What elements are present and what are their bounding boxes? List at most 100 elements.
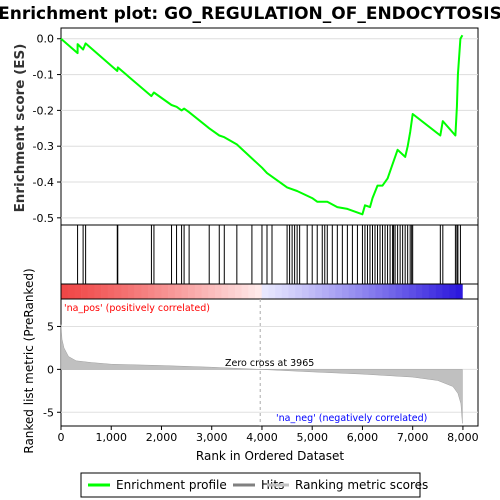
color-bar-segment	[281, 284, 289, 299]
color-bar-segment	[308, 284, 316, 299]
color-bar-segment	[275, 284, 283, 299]
color-bar-segment	[288, 284, 296, 299]
enrichment-grid	[61, 38, 478, 219]
color-bar-segment	[121, 284, 129, 299]
chart-title: Enrichment plot: GO_REGULATION_OF_ENDOCY…	[0, 4, 500, 24]
enrichment-y-tick-label: -0.1	[33, 69, 54, 82]
color-bar-segment	[61, 284, 68, 299]
color-bar-segment	[362, 284, 370, 299]
color-bar-segment	[221, 284, 229, 299]
enrichment-y-tick-label: -0.2	[33, 104, 54, 117]
color-bar-segment	[248, 284, 256, 299]
enrichment-y-ticks: 0.0 -0.1 -0.2 -0.3 -0.4 -0.5	[33, 33, 61, 225]
x-tick-label: 5,000	[296, 431, 328, 444]
color-bar-segment	[375, 284, 383, 299]
color-bar-segment	[435, 284, 443, 299]
color-bar-segment	[101, 284, 109, 299]
color-bar-segment	[422, 284, 430, 299]
hits-panel	[60, 224, 479, 285]
enrichment-y-tick-label: 0.0	[37, 33, 55, 46]
color-bar-segment	[321, 284, 329, 299]
color-bar-segment	[168, 284, 176, 299]
ranked-list-y-tick-label: 0	[47, 363, 54, 376]
x-tick-label: 1,000	[95, 431, 127, 444]
negative-correlation-label: 'na_neg' (negatively correlated)	[276, 413, 427, 424]
color-bar-segment	[161, 284, 169, 299]
color-bar-segment	[402, 284, 410, 299]
color-bar-segment	[228, 284, 236, 299]
color-bar-segment	[268, 284, 276, 299]
color-bar-segment	[348, 284, 356, 299]
positive-correlation-label: 'na_pos' (positively correlated)	[64, 303, 210, 314]
x-axis-label: Rank in Ordered Dataset	[196, 449, 344, 463]
x-tick-label: 2,000	[146, 431, 178, 444]
color-bar-segment	[81, 284, 89, 299]
enrichment-y-tick-label: -0.5	[33, 212, 54, 225]
color-bar-segment	[67, 284, 75, 299]
color-bar-segment	[415, 284, 423, 299]
ranked-list-y-tick-label: 5	[47, 320, 54, 333]
color-bar-segment	[428, 284, 436, 299]
color-bar-segment	[208, 284, 216, 299]
hits-area	[60, 224, 479, 285]
color-bar-segment	[408, 284, 416, 299]
enrichment-y-axis-label: Enrichment score (ES)	[12, 44, 28, 213]
ranked-list-y-ticks: -5 0 5	[43, 320, 61, 419]
enrichment-y-tick-label: -0.3	[33, 140, 54, 153]
legend-enrichment-label: Enrichment profile	[116, 478, 227, 492]
color-bar-segment	[201, 284, 209, 299]
color-bar-segment	[355, 284, 363, 299]
color-bar-segment	[94, 284, 102, 299]
ranked-list-y-tick-label: -5	[43, 406, 54, 419]
enrichment-plot-area	[60, 27, 479, 226]
color-bar-segment	[107, 284, 115, 299]
color-bar-segment	[241, 284, 249, 299]
color-bar-segment	[154, 284, 162, 299]
x-tick-label: 4,000	[246, 431, 278, 444]
color-bar-segment	[234, 284, 242, 299]
ranked-list-plot-area	[60, 298, 479, 427]
color-bar-segment	[341, 284, 349, 299]
color-bar-segment	[395, 284, 403, 299]
x-tick-label: 6,000	[347, 431, 379, 444]
color-bar-segment	[181, 284, 189, 299]
color-bar-segment	[315, 284, 323, 299]
color-bar-segment	[174, 284, 182, 299]
enrichment-profile-group	[60, 34, 464, 216]
enrichment-profile-line	[60, 34, 464, 216]
enrichment-panel: 0.0 -0.1 -0.2 -0.3 -0.4 -0.5 Enrichment score…	[12, 27, 479, 226]
hits-group	[77, 225, 461, 284]
color-bar-segment	[442, 284, 450, 299]
color-bar-segment	[127, 284, 135, 299]
ranked-list-y-axis-label: Ranked list metric (PreRanked)	[22, 268, 36, 453]
enrichment-y-tick-label: -0.4	[33, 176, 54, 189]
x-tick-label: 8,000	[447, 431, 479, 444]
color-bar-segment	[328, 284, 336, 299]
color-bar-segment	[134, 284, 142, 299]
color-bar-segment	[368, 284, 376, 299]
ranking-color-bar	[60, 283, 479, 300]
color-bar-segment	[114, 284, 122, 299]
zero-cross-label: Zero cross at 3965	[225, 358, 314, 369]
x-tick-label: 0	[58, 431, 65, 444]
color-bar-segment	[188, 284, 196, 299]
color-bar-segment	[295, 284, 303, 299]
color-bar-segment	[147, 284, 155, 299]
color-bar-segment	[214, 284, 222, 299]
color-bar-segment	[255, 284, 263, 299]
ranking-metric-area	[60, 324, 463, 424]
legend: Enrichment profile Hits Ranking metric s…	[80, 472, 428, 498]
color-bar-segment	[335, 284, 343, 299]
color-bar-segment	[449, 284, 457, 299]
color-bar-segment	[455, 284, 463, 299]
legend-ranking-label: Ranking metric scores	[295, 478, 428, 492]
color-bar-segment	[141, 284, 149, 299]
color-bar-segment	[74, 284, 82, 299]
x-tick-label: 7,000	[397, 431, 429, 444]
color-bar-segment	[301, 284, 309, 299]
color-bar-segment	[388, 284, 396, 299]
color-bar-segment	[87, 284, 95, 299]
x-tick-label: 3,000	[196, 431, 228, 444]
ranked-list-panel: -5 0 5 0 1,000 2,000 3,000 4,000 5,000 6,000 7,00…	[22, 268, 479, 463]
